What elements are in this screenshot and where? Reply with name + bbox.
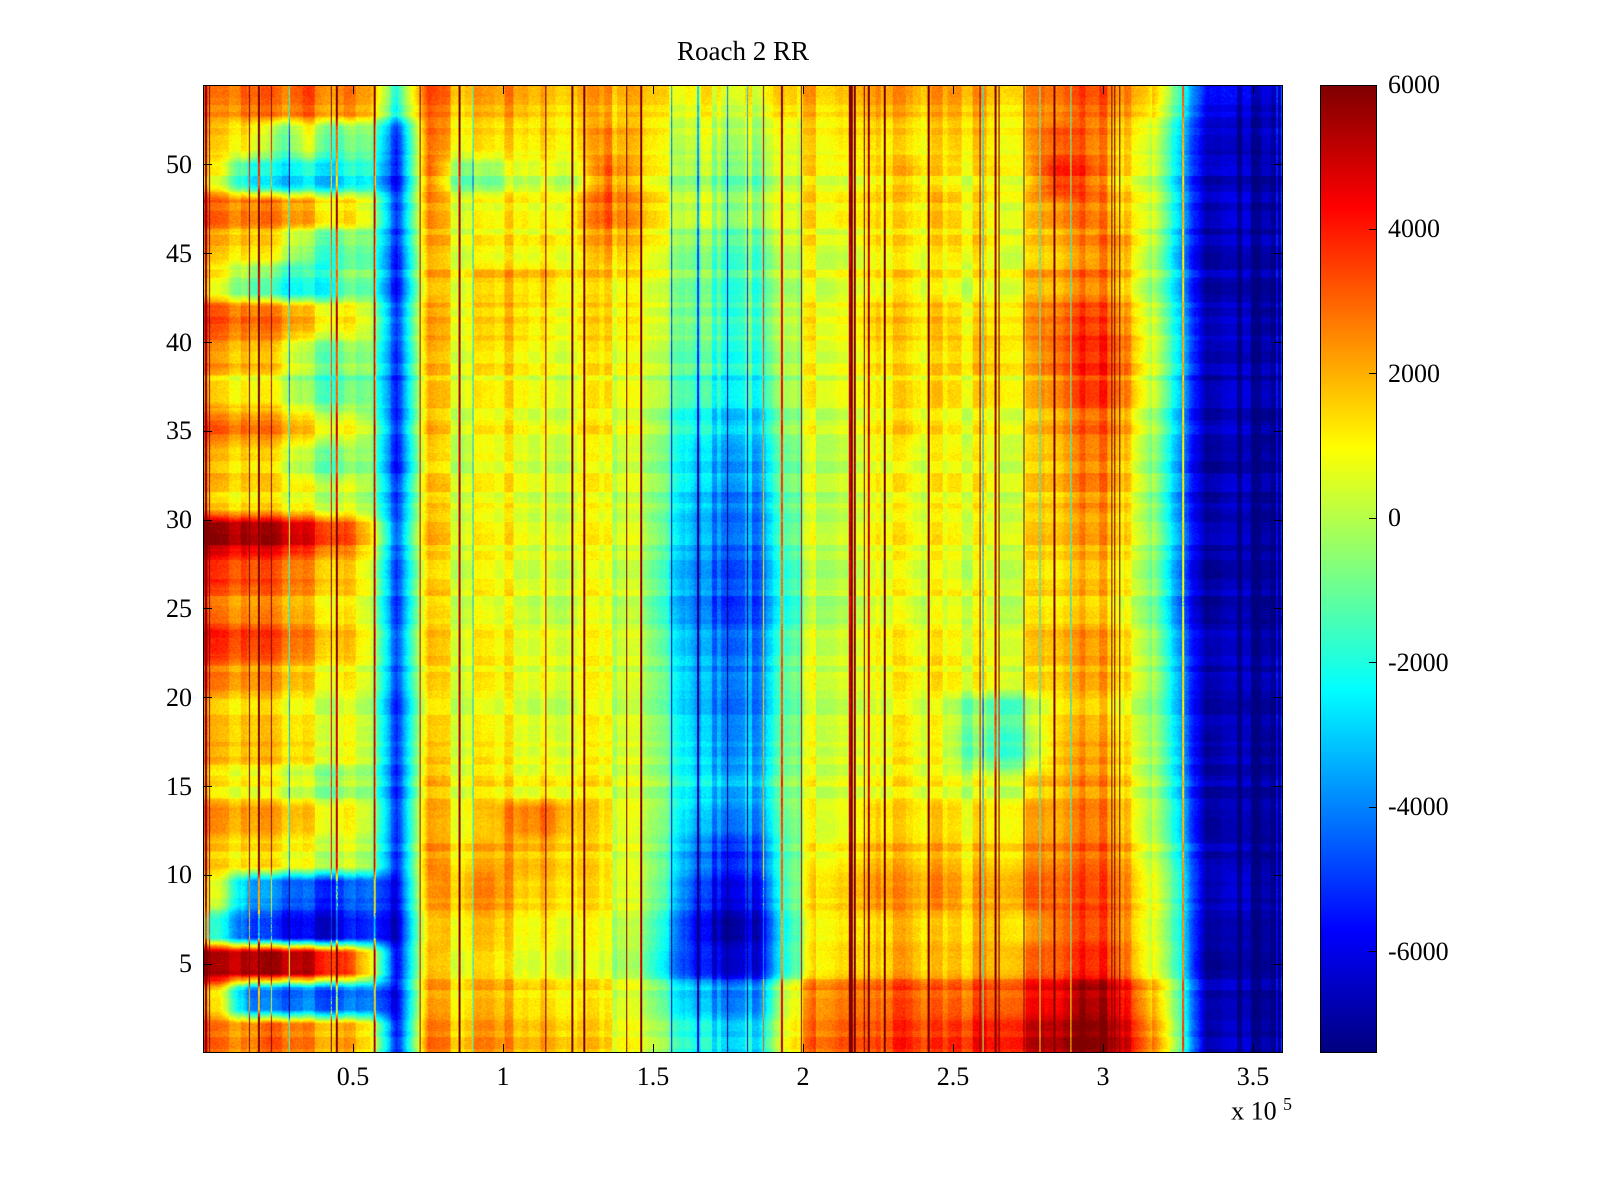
heatmap-canvas: [204, 86, 1282, 1052]
y-tick-mark: [204, 874, 212, 876]
y-tick-label: 40: [166, 327, 192, 357]
x-tick-label: 3.5: [1236, 1062, 1270, 1091]
x-tick-mark: [1102, 1044, 1104, 1052]
x-tick-mark: [352, 1044, 354, 1052]
x-tick-mark: [1252, 1044, 1254, 1052]
y-tick-mark-right: [1274, 963, 1282, 965]
colorbar-tick-mark: [1369, 517, 1376, 519]
y-tick-mark-right: [1274, 608, 1282, 610]
x-tick-label: 0.5: [336, 1062, 370, 1091]
y-tick-label: 15: [166, 771, 192, 801]
colorbar-tick-label: -4000: [1388, 792, 1449, 822]
exponent-value: 5: [1283, 1094, 1292, 1114]
x-tick-label: 2.5: [936, 1062, 970, 1091]
x-tick-mark-top: [502, 86, 504, 94]
y-tick-mark: [204, 608, 212, 610]
y-tick-mark-right: [1274, 342, 1282, 344]
y-tick-label: 10: [166, 860, 192, 890]
colorbar-tick-mark: [1369, 228, 1376, 230]
colorbar-tick-mark: [1369, 806, 1376, 808]
y-tick-mark-right: [1274, 164, 1282, 166]
x-tick-mark-top: [1252, 86, 1254, 94]
y-tick-label: 35: [166, 416, 192, 446]
x-tick-mark-top: [652, 86, 654, 94]
colorbar-tick-mark: [1369, 951, 1376, 953]
y-tick-mark: [204, 253, 212, 255]
heatmap-plot: [203, 85, 1283, 1053]
y-tick-label: 30: [166, 505, 192, 535]
y-tick-mark: [204, 164, 212, 166]
colorbar-tick-label: 0: [1388, 503, 1401, 533]
x-tick-label: 1: [496, 1062, 510, 1091]
x-tick-label: 1.5: [636, 1062, 670, 1091]
colorbar-tick-mark: [1369, 84, 1376, 86]
y-tick-label: 45: [166, 238, 192, 268]
colorbar-tick-mark: [1369, 373, 1376, 375]
y-tick-mark: [204, 430, 212, 432]
y-tick-mark: [204, 342, 212, 344]
x-tick-mark-top: [352, 86, 354, 94]
colorbar-tick-label: 6000: [1388, 70, 1440, 99]
colorbar-tick-mark: [1369, 662, 1376, 664]
x-tick-mark: [502, 1044, 504, 1052]
x-tick-label: 2: [796, 1062, 810, 1091]
colorbar-tick-label: -2000: [1388, 647, 1449, 677]
exponent-prefix: x 10: [1231, 1096, 1277, 1126]
x-axis-exponent-label: x 10 5: [1120, 1094, 1292, 1127]
y-tick-mark: [204, 519, 212, 521]
y-tick-label: 20: [166, 682, 192, 712]
y-tick-label: 25: [166, 593, 192, 623]
x-tick-mark: [652, 1044, 654, 1052]
x-tick-mark-top: [952, 86, 954, 94]
y-tick-mark-right: [1274, 430, 1282, 432]
x-tick-mark: [952, 1044, 954, 1052]
colorbar-canvas: [1321, 86, 1376, 1052]
x-tick-mark-top: [1102, 86, 1104, 94]
y-tick-label: 5: [179, 949, 192, 979]
colorbar: [1320, 85, 1377, 1053]
colorbar-tick-label: -6000: [1388, 936, 1449, 966]
y-tick-mark-right: [1274, 697, 1282, 699]
y-tick-mark: [204, 697, 212, 699]
chart-title: Roach 2 RR: [677, 36, 809, 66]
y-tick-mark-right: [1274, 519, 1282, 521]
x-tick-mark-top: [802, 86, 804, 94]
y-tick-label: 50: [166, 149, 192, 179]
y-tick-mark: [204, 963, 212, 965]
x-tick-mark: [802, 1044, 804, 1052]
y-tick-mark: [204, 786, 212, 788]
y-tick-mark-right: [1274, 253, 1282, 255]
colorbar-tick-label: 4000: [1388, 214, 1440, 244]
y-tick-mark-right: [1274, 874, 1282, 876]
x-tick-label: 3: [1096, 1062, 1110, 1091]
y-tick-mark-right: [1274, 786, 1282, 788]
colorbar-tick-label: 2000: [1388, 358, 1440, 388]
